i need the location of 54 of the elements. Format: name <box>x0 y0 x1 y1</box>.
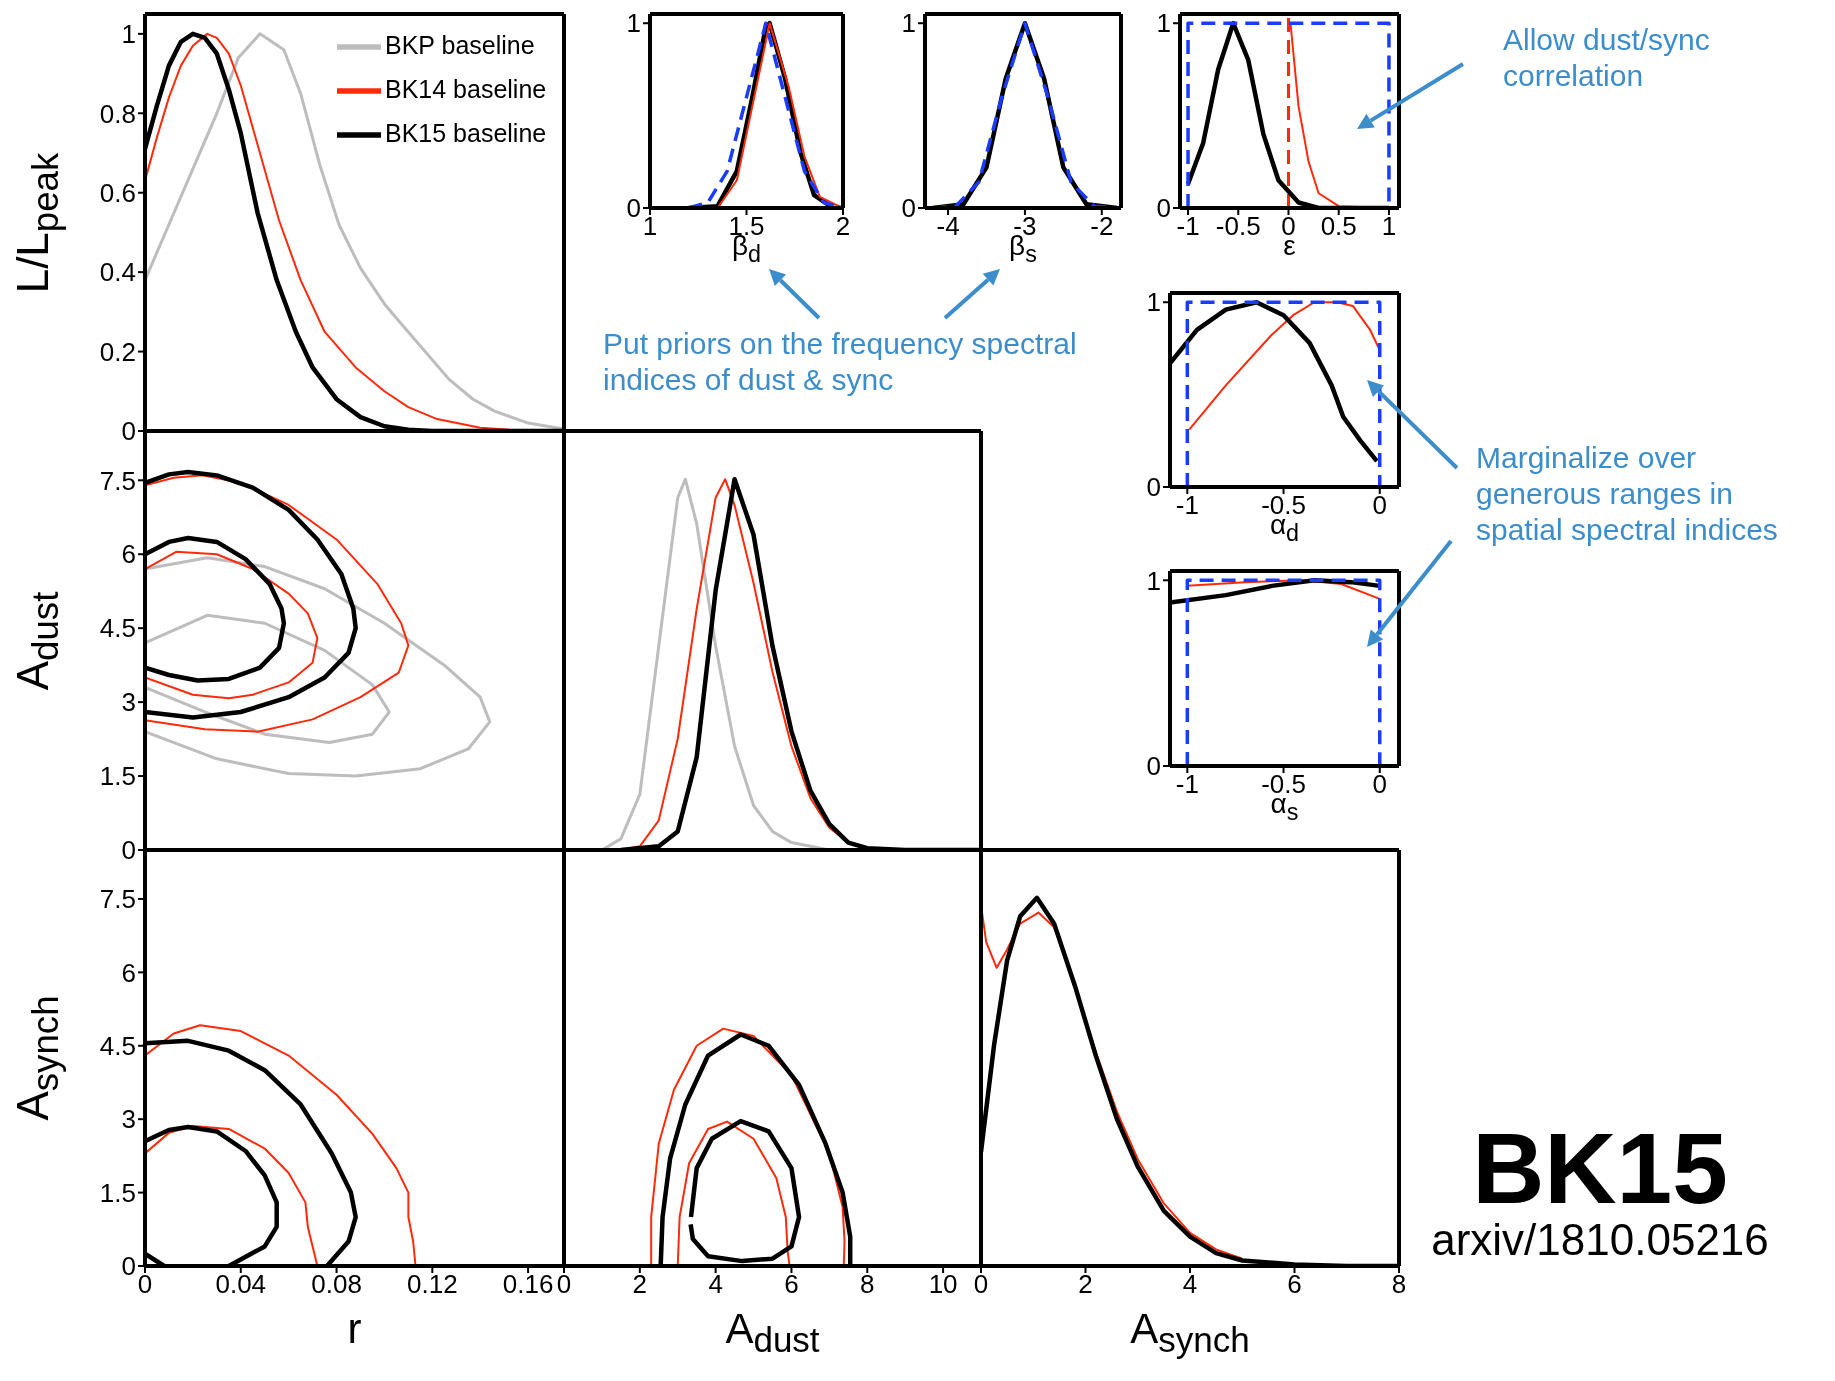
legend-label: BKP baseline <box>385 30 535 59</box>
text: Allow dust/sync correlation <box>1503 22 1711 94</box>
y-tick-label: 1 <box>1146 287 1161 318</box>
x-tick-label: -4 <box>936 211 960 242</box>
y-tick-label: 1 <box>121 19 136 50</box>
y-tick-label: 1 <box>1156 8 1171 39</box>
y-tick-label: 1.5 <box>99 1177 136 1208</box>
y-tick-label: 0.2 <box>99 336 136 367</box>
x-tick-label: 2 <box>632 1269 648 1300</box>
text: Put priors on the frequency spectral indices of dust & sync <box>603 326 1078 398</box>
y-tick-label: 7.5 <box>99 465 136 496</box>
x-tick-label: 10 <box>928 1269 958 1300</box>
x-tick-label: 2 <box>1078 1269 1093 1300</box>
y-tick-label: 0.6 <box>99 177 136 208</box>
x-tick-label: -1 <box>1176 211 1200 242</box>
x-tick-label: 0 <box>556 1269 572 1300</box>
x-tick-label: -1 <box>1175 490 1199 521</box>
x-tick-label: 0.08 <box>311 1269 362 1300</box>
x-tick-label: 8 <box>1391 1269 1407 1300</box>
x-tick-label: 6 <box>1287 1269 1302 1300</box>
y-tick-label: 3 <box>121 687 136 718</box>
y-tick-label: 0 <box>121 835 136 866</box>
x-tick-label: 0.16 <box>502 1269 554 1300</box>
x-tick-label: 4 <box>1182 1269 1198 1300</box>
x-tick-label: 6 <box>784 1269 799 1300</box>
x-tick-label: 8 <box>860 1269 875 1300</box>
x-axis-title: A$_{synch}$ <box>1129 1305 1251 1360</box>
y-tick-label: 1 <box>1146 565 1161 596</box>
x-tick-label: 0 <box>1372 769 1387 800</box>
x-tick-label: -2 <box>1090 211 1114 242</box>
x-tick-label: 4 <box>708 1269 723 1300</box>
x-tick-label: -0.5 <box>1215 211 1261 242</box>
x-tick-label: 0 <box>1372 490 1387 521</box>
legend-label: BK14 baseline <box>385 74 547 103</box>
x-tick-label: 2 <box>835 211 851 242</box>
x-tick-label: 0 <box>973 1269 989 1300</box>
y-tick-label: 7.5 <box>99 884 136 915</box>
y-tick-label: 0 <box>121 416 136 447</box>
x-tick-label: -1 <box>1175 769 1199 800</box>
text: Marginalize over generous ranges in spatial spectral indices <box>1476 440 1779 548</box>
y-tick-label: 6 <box>121 957 136 988</box>
x-tick-label: 0.04 <box>215 1269 267 1300</box>
x-tick-label: 0.12 <box>407 1269 458 1300</box>
y-tick-label: 4.5 <box>99 1030 136 1061</box>
x-axis-title: r <box>346 1305 363 1352</box>
x-axis-title: A$_{dust}$ <box>724 1305 821 1360</box>
y-tick-label: 0.4 <box>99 257 136 288</box>
y-tick-label: 4.5 <box>99 613 136 644</box>
y-tick-label: 3 <box>121 1104 136 1135</box>
legend-label: BK15 baseline <box>385 118 547 147</box>
y-tick-label: 6 <box>121 539 136 570</box>
x-tick-label: 0.5 <box>1320 211 1357 242</box>
y-tick-label: 0.8 <box>99 98 136 129</box>
x-tick-label: 1 <box>1381 211 1397 242</box>
